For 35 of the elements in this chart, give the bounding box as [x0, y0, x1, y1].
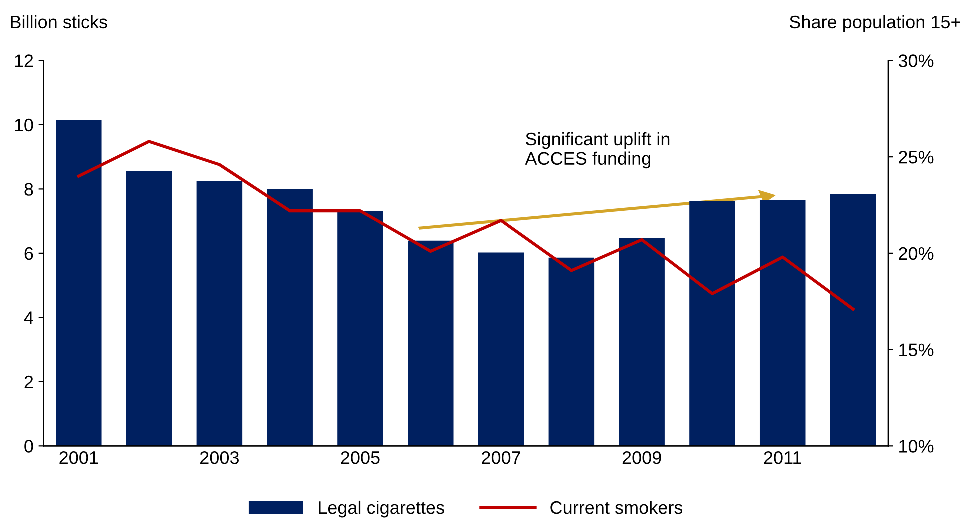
bar [267, 189, 313, 446]
y-tick-label: 8 [24, 183, 34, 196]
y2-tick-label: 15% [900, 344, 934, 357]
legend-label: Legal cigarettes [319, 500, 444, 518]
bar [338, 211, 384, 446]
bar [690, 201, 736, 446]
y-tick-label: 0 [24, 440, 34, 453]
y-tick-label: 10 [15, 118, 34, 132]
x-tick-label: 2007 [482, 452, 520, 464]
x-tick-label: 2003 [200, 452, 239, 464]
bar [56, 120, 102, 446]
y2-tick-label: 20% [899, 247, 934, 260]
x-tick-label: 2001 [60, 452, 98, 464]
y2-tick-label: 30% [898, 54, 934, 68]
y2-tick-label: 25% [899, 151, 934, 164]
bar [760, 200, 806, 446]
bar [619, 238, 665, 446]
x-tick-label: 2011 [764, 452, 802, 464]
y2-tick-label: 10% [900, 440, 934, 453]
annotation: Significant uplift in ACCES funding [525, 132, 670, 169]
y2-axis-title: Share population 15+ [790, 15, 960, 32]
bar [548, 258, 595, 446]
x-tick-label: 2009 [622, 452, 662, 464]
x-tick-label: 2005 [341, 452, 380, 464]
legend-label: Current smokers [550, 500, 683, 514]
y-tick-label: 2 [24, 376, 34, 388]
bar [126, 171, 172, 446]
y-tick-label: 4 [24, 312, 34, 324]
y-tick-label: 6 [24, 247, 34, 260]
y-axis-title: Billion sticks [11, 15, 108, 29]
bar [830, 194, 876, 446]
bar [408, 240, 454, 446]
y-tick-label: 12 [15, 54, 34, 68]
bar [478, 252, 524, 446]
bar [196, 181, 243, 446]
